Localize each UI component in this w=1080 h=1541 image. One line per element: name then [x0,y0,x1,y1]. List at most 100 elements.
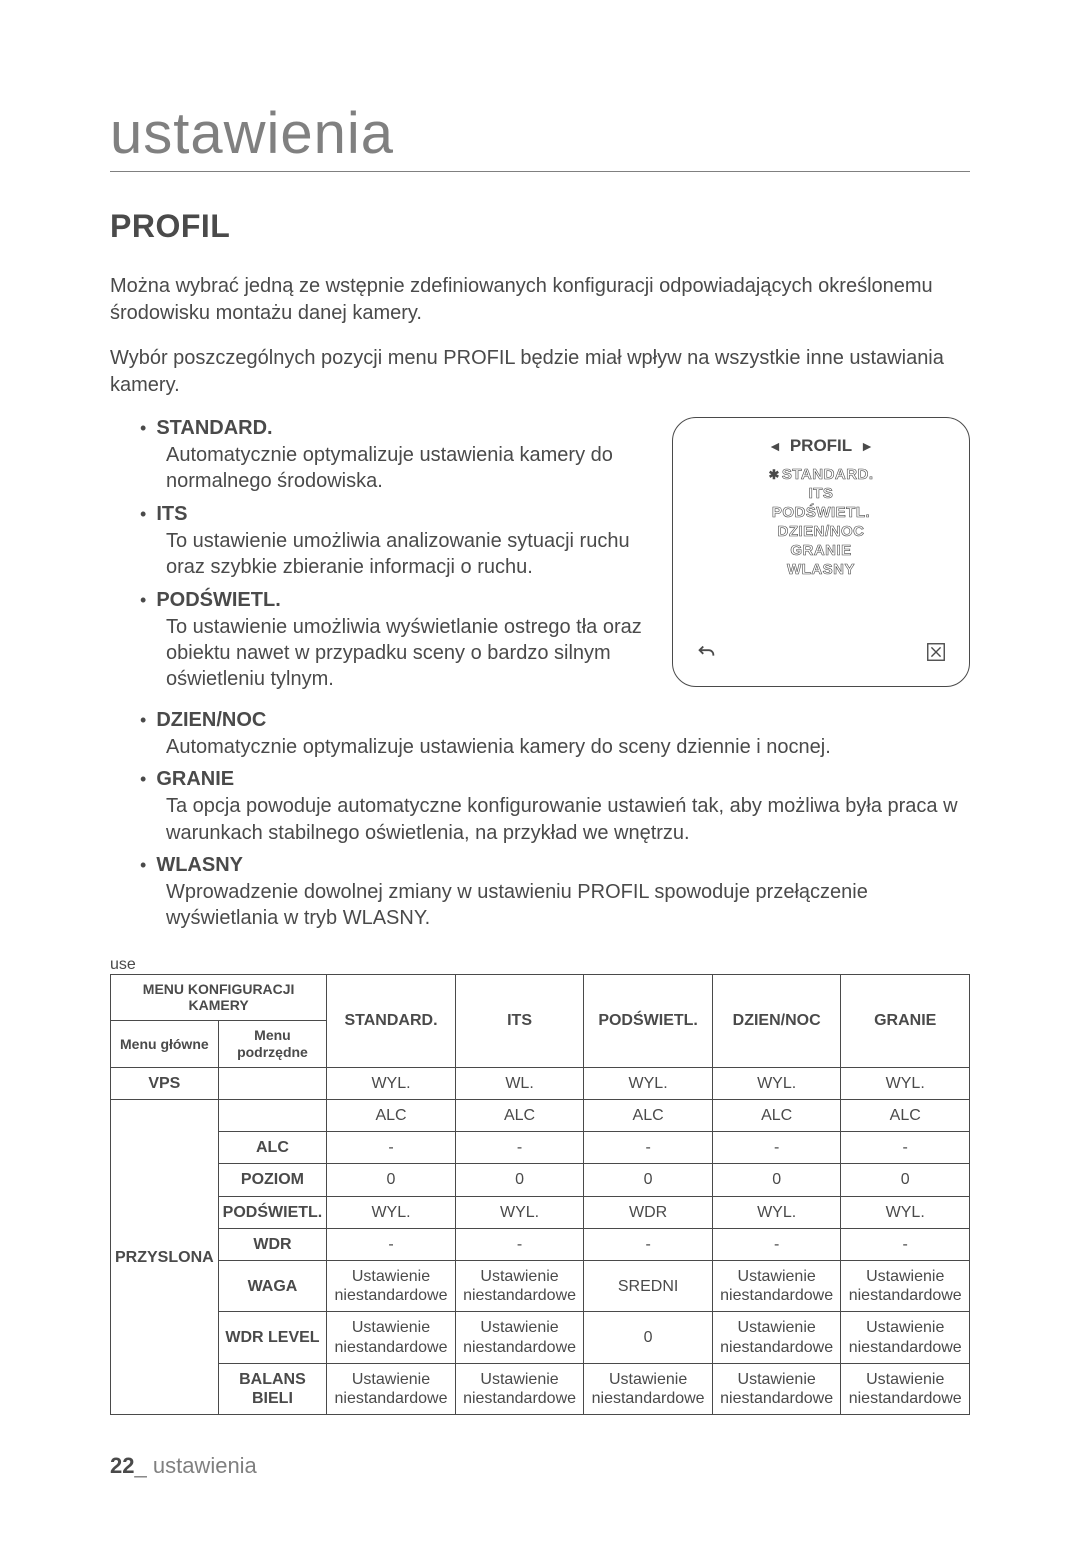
cell: Ustawienie niestandardowe [841,1261,970,1312]
cell: - [455,1228,584,1260]
th-col: PODŚWIETL. [584,974,713,1067]
table-row: WAGA Ustawienie niestandardowe Ustawieni… [111,1261,970,1312]
bullet-desc: Automatycznie optymalizuje ustawienia ka… [166,734,970,760]
bullet-wlasny: • WLASNY Wprowadzenie dowolnej zmiany w u… [110,854,970,932]
cell: WYL. [841,1196,970,1228]
cell: - [841,1228,970,1260]
th-sub: Menu podrzędne [218,1021,327,1068]
bullet-title: PODŚWIETL. [156,589,280,612]
cell: WYL. [584,1067,713,1099]
menu-item-dziennoc: DZIEN/NOC [778,523,865,540]
cell: Ustawienie niestandardowe [841,1363,970,1414]
cell: Ustawienie niestandardowe [455,1261,584,1312]
menu-title: PROFIL [790,436,852,456]
cell: - [584,1132,713,1164]
chapter-title: ustawienia [110,100,970,172]
cell: WYL. [455,1196,584,1228]
table-row: WDR LEVEL Ustawienie niestandardowe Usta… [111,1312,970,1363]
row-sub [218,1067,327,1099]
bullet-title: ITS [156,503,187,526]
cell: WDR [584,1196,713,1228]
row-sub [218,1100,327,1132]
cell: - [712,1132,841,1164]
bullet-dziennoc: • DZIEN/NOC Automatycznie optymalizuje us… [110,709,970,760]
menu-item-its: ITS [809,485,834,502]
cell: - [712,1228,841,1260]
row-sub: PODŚWIETL. [218,1196,327,1228]
return-icon [695,641,717,668]
cell: - [327,1228,456,1260]
cell: Ustawienie niestandardowe [584,1363,713,1414]
table-row: WDR - - - - - [111,1228,970,1260]
menu-item-wlasny: WLASNY [787,561,855,578]
cell: ALC [712,1100,841,1132]
table-row: PRZYSLONA ALC ALC ALC ALC ALC [111,1100,970,1132]
cell: WYL. [327,1067,456,1099]
cell: - [327,1132,456,1164]
th-col: STANDARD. [327,974,456,1067]
cell: ALC [327,1100,456,1132]
cell: - [584,1228,713,1260]
menu-item-podswietl: PODŚWIETL. [772,504,870,521]
cell: WYL. [712,1067,841,1099]
cell: 0 [712,1164,841,1196]
cell: WYL. [841,1067,970,1099]
th-col: DZIEN/NOC [712,974,841,1067]
bullet-dot-icon: • [140,855,146,876]
cell: 0 [327,1164,456,1196]
bullet-title: DZIEN/NOC [156,709,266,732]
cell: Ustawienie niestandardowe [712,1363,841,1414]
cell: Ustawienie niestandardowe [455,1312,584,1363]
cell: Ustawienie niestandardowe [841,1312,970,1363]
footer-label: ustawienia [153,1453,257,1478]
cell: Ustawienie niestandardowe [327,1312,456,1363]
bullet-title: GRANIE [156,768,234,791]
menu-item-standard: STANDARD. [768,466,873,483]
cell: Ustawienie niestandardowe [327,1363,456,1414]
bullet-title: WLASNY [156,854,243,877]
section-title: PROFIL [110,208,970,245]
menu-item-granie: GRANIE [790,542,851,559]
row-sub: WAGA [218,1261,327,1312]
cell: - [455,1132,584,1164]
bullet-dot-icon: • [140,710,146,731]
cell: 0 [584,1312,713,1363]
profil-menu-box: ◄ PROFIL ► STANDARD. ITS PODŚWIETL. DZIE… [672,417,970,687]
th-col: GRANIE [841,974,970,1067]
cell: Ustawienie niestandardowe [712,1312,841,1363]
row-sub: BALANS BIELI [218,1363,327,1414]
cell: ALC [455,1100,584,1132]
bullet-desc: To ustawienie umożliwia analizowanie syt… [166,528,648,581]
bullet-dot-icon: • [140,418,146,439]
cell: Ustawienie niestandardowe [455,1363,584,1414]
row-sub: POZIOM [218,1164,327,1196]
menu-title-row: ◄ PROFIL ► [768,436,874,456]
bullet-dot-icon: • [140,504,146,525]
cell: WYL. [712,1196,841,1228]
th-col: ITS [455,974,584,1067]
cell: - [841,1132,970,1164]
cell: SREDNI [584,1261,713,1312]
th-group: MENU KONFIGURACJI KAMERY [111,974,327,1021]
cell: 0 [841,1164,970,1196]
bullet-desc: Ta opcja powoduje automatyczne konfiguro… [166,793,970,846]
th-main: Menu główne [111,1021,219,1068]
cell: WL. [455,1067,584,1099]
arrow-right-icon: ► [860,438,874,454]
row-sub: ALC [218,1132,327,1164]
bullet-standard: •STANDARD. Automatycznie optymalizuje us… [110,417,648,495]
bullet-desc: Wprowadzenie dowolnej zmiany w ustawieni… [166,879,970,932]
bullet-podswietl: •PODŚWIETL. To ustawienie umożliwia wyśw… [110,589,648,693]
cell: 0 [584,1164,713,1196]
bullet-dot-icon: • [140,769,146,790]
page-number: 22 [110,1453,134,1478]
config-table: use MENU KONFIGURACJI KAMERY STANDARD. I… [110,956,970,1415]
bullet-granie: • GRANIE Ta opcja powoduje automatyczne k… [110,768,970,846]
table-row: BALANS BIELI Ustawienie niestandardowe U… [111,1363,970,1414]
table-row: VPS WYL. WL. WYL. WYL. WYL. [111,1067,970,1099]
cell: WYL. [327,1196,456,1228]
row-sub: WDR [218,1228,327,1260]
cell: Ustawienie niestandardowe [712,1261,841,1312]
bullet-title: STANDARD. [156,417,272,440]
table-row: ALC -- - - - [111,1132,970,1164]
